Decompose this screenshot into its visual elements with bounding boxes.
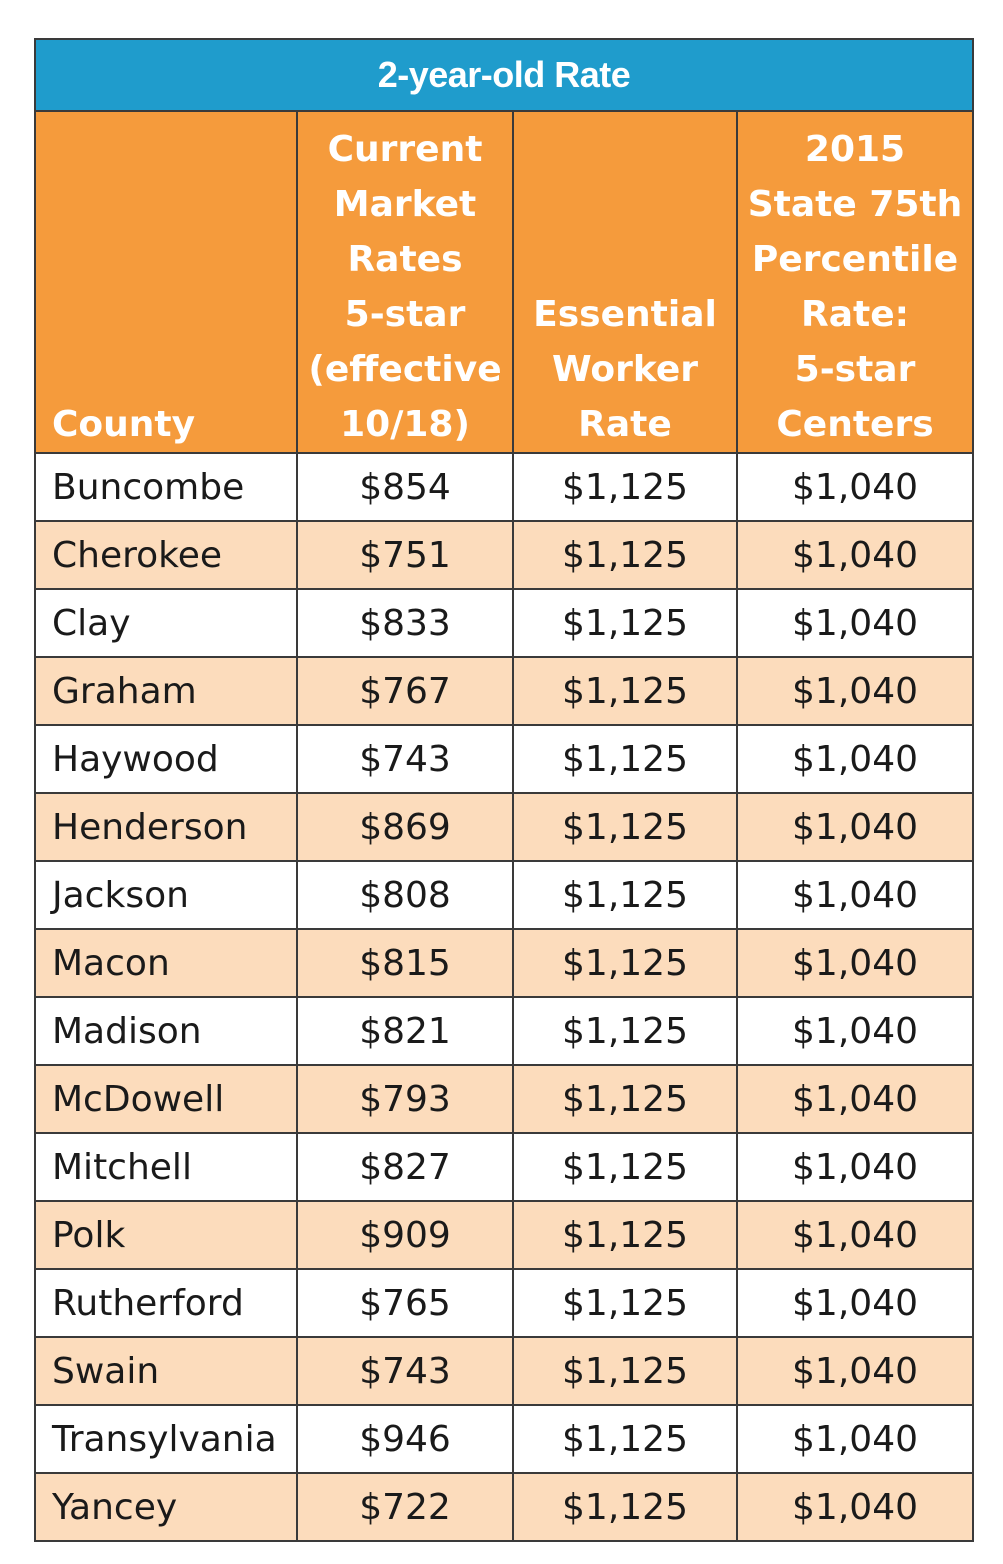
market-rate-cell: $946 <box>296 1404 514 1474</box>
state-percentile-rate-cell: $1,040 <box>735 1404 975 1474</box>
county-cell: Polk <box>34 1200 298 1270</box>
table-title: 2-year-old Rate <box>33 38 975 112</box>
market-rate-cell: $854 <box>296 452 514 522</box>
market-rate-cell: $767 <box>296 656 514 726</box>
county-cell: Yancey <box>34 1472 298 1542</box>
state-percentile-rate-cell: $1,040 <box>735 452 975 522</box>
table-row: Clay $833 $1,125 $1,040 <box>34 588 975 658</box>
essential-worker-rate-cell: $1,125 <box>512 588 738 658</box>
county-cell: Rutherford <box>34 1268 298 1338</box>
essential-worker-rate-cell: $1,125 <box>512 928 738 998</box>
table-row: Rutherford $765 $1,125 $1,040 <box>34 1268 975 1338</box>
county-cell: Graham <box>34 656 298 726</box>
state-percentile-rate-cell: $1,040 <box>735 1200 975 1270</box>
market-rate-cell: $743 <box>296 1336 514 1406</box>
state-percentile-rate-cell: $1,040 <box>735 860 975 930</box>
rate-table: 2-year-old Rate County Current Market Ra… <box>33 38 975 1542</box>
rate-table-container: 2-year-old Rate County Current Market Ra… <box>33 38 975 1542</box>
county-cell: Cherokee <box>34 520 298 590</box>
table-row: Polk $909 $1,125 $1,040 <box>34 1200 975 1270</box>
essential-worker-rate-cell: $1,125 <box>512 724 738 794</box>
essential-worker-rate-cell: $1,125 <box>512 792 738 862</box>
essential-worker-rate-cell: $1,125 <box>512 1200 738 1270</box>
county-cell: Henderson <box>34 792 298 862</box>
market-rate-cell: $743 <box>296 724 514 794</box>
table-row: Henderson $869 $1,125 $1,040 <box>34 792 975 862</box>
county-cell: Transylvania <box>34 1404 298 1474</box>
essential-worker-rate-cell: $1,125 <box>512 996 738 1066</box>
essential-worker-rate-cell: $1,125 <box>512 1472 738 1542</box>
county-cell: Madison <box>34 996 298 1066</box>
market-rate-cell: $869 <box>296 792 514 862</box>
table-body: Buncombe $854 $1,125 $1,040 Cherokee $751 $1,1… <box>34 452 975 1542</box>
table-row: Cherokee $751 $1,125 $1,040 <box>34 520 975 590</box>
state-percentile-rate-cell: $1,040 <box>735 792 975 862</box>
state-percentile-rate-cell: $1,040 <box>735 1472 975 1542</box>
essential-worker-rate-cell: $1,125 <box>512 452 738 522</box>
market-rate-cell: $909 <box>296 1200 514 1270</box>
essential-worker-rate-cell: $1,125 <box>512 1132 738 1202</box>
county-cell: Swain <box>34 1336 298 1406</box>
essential-worker-rate-cell: $1,125 <box>512 1268 738 1338</box>
table-row: Buncombe $854 $1,125 $1,040 <box>34 452 975 522</box>
market-rate-cell: $827 <box>296 1132 514 1202</box>
market-rate-cell: $765 <box>296 1268 514 1338</box>
title-row: 2-year-old Rate <box>33 38 975 112</box>
market-rate-cell: $821 <box>296 996 514 1066</box>
table-row: Mitchell $827 $1,125 $1,040 <box>34 1132 975 1202</box>
state-percentile-rate-cell: $1,040 <box>735 1268 975 1338</box>
table-row: Swain $743 $1,125 $1,040 <box>34 1336 975 1406</box>
state-percentile-rate-cell: $1,040 <box>735 1336 975 1406</box>
county-cell: Jackson <box>34 860 298 930</box>
column-header-state-75th-percentile: 2015 State 75th Percentile Rate: 5-star … <box>735 110 975 454</box>
county-cell: Buncombe <box>34 452 298 522</box>
table-row: Jackson $808 $1,125 $1,040 <box>34 860 975 930</box>
state-percentile-rate-cell: $1,040 <box>735 724 975 794</box>
table-row: Yancey $722 $1,125 $1,040 <box>34 1472 975 1542</box>
market-rate-cell: $808 <box>296 860 514 930</box>
essential-worker-rate-cell: $1,125 <box>512 1404 738 1474</box>
table-row: McDowell $793 $1,125 $1,040 <box>34 1064 975 1134</box>
essential-worker-rate-cell: $1,125 <box>512 1064 738 1134</box>
state-percentile-rate-cell: $1,040 <box>735 588 975 658</box>
essential-worker-rate-cell: $1,125 <box>512 1336 738 1406</box>
column-header-essential-worker-rate: Essential Worker Rate <box>512 110 738 454</box>
state-percentile-rate-cell: $1,040 <box>735 996 975 1066</box>
state-percentile-rate-cell: $1,040 <box>735 928 975 998</box>
county-cell: Mitchell <box>34 1132 298 1202</box>
county-cell: Haywood <box>34 724 298 794</box>
essential-worker-rate-cell: $1,125 <box>512 860 738 930</box>
column-header-county: County <box>34 110 298 454</box>
state-percentile-rate-cell: $1,040 <box>735 656 975 726</box>
market-rate-cell: $751 <box>296 520 514 590</box>
table-row: Macon $815 $1,125 $1,040 <box>34 928 975 998</box>
essential-worker-rate-cell: $1,125 <box>512 656 738 726</box>
county-cell: Macon <box>34 928 298 998</box>
market-rate-cell: $722 <box>296 1472 514 1542</box>
table-row: Madison $821 $1,125 $1,040 <box>34 996 975 1066</box>
table-row: Haywood $743 $1,125 $1,040 <box>34 724 975 794</box>
state-percentile-rate-cell: $1,040 <box>735 1064 975 1134</box>
table-row: Transylvania $946 $1,125 $1,040 <box>34 1404 975 1474</box>
county-cell: McDowell <box>34 1064 298 1134</box>
market-rate-cell: $833 <box>296 588 514 658</box>
essential-worker-rate-cell: $1,125 <box>512 520 738 590</box>
county-cell: Clay <box>34 588 298 658</box>
header-row: County Current Market Rates 5-star (effe… <box>34 110 975 454</box>
state-percentile-rate-cell: $1,040 <box>735 520 975 590</box>
column-header-current-market-rates: Current Market Rates 5-star (effective 1… <box>296 110 514 454</box>
market-rate-cell: $815 <box>296 928 514 998</box>
state-percentile-rate-cell: $1,040 <box>735 1132 975 1202</box>
table-row: Graham $767 $1,125 $1,040 <box>34 656 975 726</box>
market-rate-cell: $793 <box>296 1064 514 1134</box>
